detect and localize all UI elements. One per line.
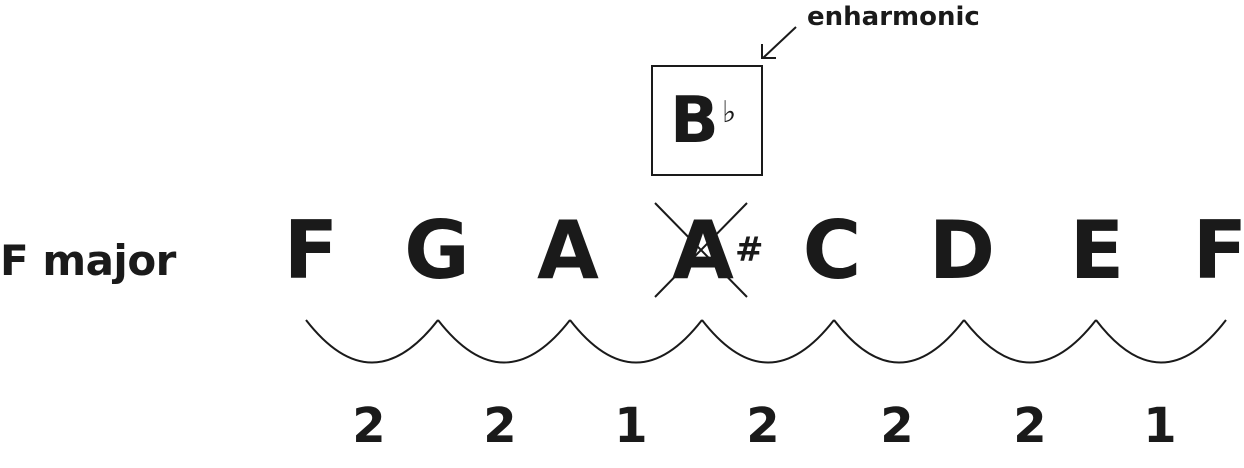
note-5: C (802, 204, 862, 297)
step-2: 2 (483, 398, 517, 454)
enharmonic-label: enharmonic (807, 2, 980, 32)
step-arc-3 (569, 319, 703, 364)
step-arc-4 (701, 319, 835, 364)
sharp-symbol: # (735, 230, 764, 270)
note-3: A (537, 204, 599, 297)
scale-name: F major (0, 236, 176, 285)
step-arc-7 (1095, 319, 1227, 364)
note-6: D (928, 204, 996, 297)
enharmonic-box (651, 65, 763, 176)
step-arc-5 (833, 319, 965, 364)
enharmonic-note: B (670, 84, 719, 158)
step-arc-1 (305, 319, 439, 364)
step-arc-2 (437, 319, 571, 364)
step-arcs (305, 319, 1227, 364)
step-1: 2 (352, 398, 386, 454)
note-1: F (283, 204, 339, 297)
note-8: F (1192, 204, 1244, 297)
cross-out-mark (654, 202, 748, 298)
step-arc-6 (963, 319, 1097, 364)
note-4-crossed: A (672, 204, 734, 297)
step-5: 2 (880, 398, 914, 454)
step-6: 2 (1013, 398, 1047, 454)
flat-symbol: ♭ (722, 95, 737, 130)
callout-arrow-icon (761, 26, 797, 59)
step-7: 1 (1143, 398, 1177, 454)
note-2: G (404, 204, 470, 297)
step-3: 1 (614, 398, 648, 454)
step-4: 2 (746, 398, 780, 454)
note-7: E (1069, 204, 1125, 297)
